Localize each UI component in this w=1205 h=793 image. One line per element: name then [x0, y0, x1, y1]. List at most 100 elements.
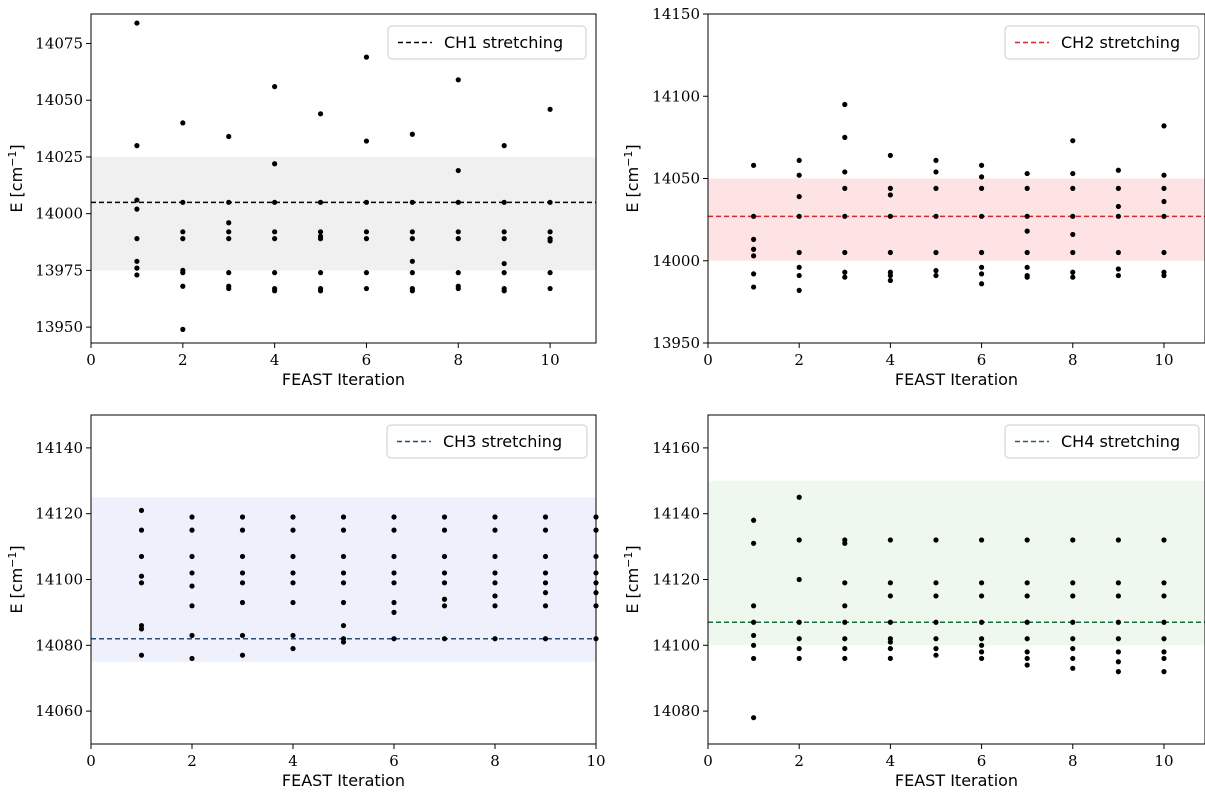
y-axis-label: E [cm−1]	[622, 144, 642, 212]
data-point	[1115, 185, 1121, 191]
x-tick-label: 6	[977, 752, 987, 770]
subplot-2: 0 2 4 6 8 10 13950 14000 14050 14100 14150 FEAST It…	[622, 5, 1205, 389]
data-point	[138, 553, 145, 560]
data-point	[189, 527, 195, 533]
data-point	[226, 199, 232, 205]
data-point	[933, 652, 939, 658]
data-point	[842, 603, 848, 609]
data-point	[1161, 249, 1167, 256]
data-point	[441, 527, 448, 533]
y-tick-label: 14050	[652, 170, 700, 188]
data-point	[796, 619, 802, 625]
legend-box	[386, 424, 588, 459]
data-point	[547, 106, 553, 112]
data-point	[189, 553, 195, 560]
data-point	[239, 570, 246, 576]
data-point	[978, 619, 985, 625]
data-point	[455, 285, 461, 292]
data-point	[180, 199, 186, 205]
data-point	[1024, 170, 1030, 177]
data-point	[272, 288, 278, 294]
data-point	[796, 193, 802, 200]
data-point	[796, 576, 802, 583]
data-point	[1115, 580, 1121, 586]
data-point	[978, 537, 985, 543]
data-point	[1070, 619, 1076, 625]
legend-box	[1004, 25, 1200, 60]
x-tick-label: 10	[1154, 351, 1173, 369]
data-point	[290, 645, 296, 652]
data-point	[750, 253, 757, 259]
data-point	[933, 619, 939, 625]
x-tick-label: 6	[977, 351, 987, 369]
data-point	[138, 626, 145, 632]
data-point	[842, 274, 848, 280]
data-point	[1161, 213, 1167, 219]
data-point	[542, 580, 549, 586]
data-point	[1161, 198, 1167, 205]
data-point	[409, 270, 415, 276]
data-point	[455, 77, 461, 83]
data-point	[1024, 537, 1030, 543]
y-tick-label: 14025	[35, 148, 83, 166]
data-point	[1115, 649, 1121, 655]
x-tick-label: 0	[703, 351, 713, 369]
data-point	[1161, 537, 1167, 543]
data-point	[542, 636, 549, 642]
subplot-4: 0 2 4 6 8 10 14080 14100 14120 14140 14160 FEAST It…	[622, 414, 1205, 790]
data-point	[501, 143, 507, 149]
data-point	[391, 580, 397, 586]
data-point	[134, 20, 140, 26]
data-point	[1161, 649, 1167, 655]
data-point	[750, 236, 757, 242]
data-point	[933, 580, 939, 586]
x-tick-label: 10	[1154, 752, 1173, 770]
data-point	[189, 655, 195, 662]
data-point	[441, 603, 448, 609]
data-point	[796, 287, 802, 293]
reference-band	[708, 178, 1205, 261]
data-point	[134, 197, 140, 203]
data-point	[842, 169, 848, 175]
data-point	[1024, 619, 1030, 625]
data-point	[1161, 619, 1167, 625]
data-point	[842, 655, 848, 662]
data-point	[750, 655, 757, 662]
data-point	[226, 236, 232, 242]
data-point	[455, 199, 461, 205]
data-point	[409, 229, 415, 235]
data-point	[363, 236, 370, 242]
x-tick-label: 2	[187, 752, 197, 770]
data-point	[750, 246, 757, 252]
data-point	[978, 636, 985, 642]
data-point	[933, 169, 939, 175]
data-point	[933, 213, 939, 219]
data-point	[1115, 593, 1121, 599]
data-point	[391, 599, 397, 606]
data-point	[363, 270, 370, 276]
data-point	[340, 570, 347, 576]
data-point	[1024, 593, 1030, 599]
data-point	[1161, 272, 1167, 279]
data-point	[1070, 231, 1076, 238]
y-tick-label: 14160	[652, 439, 700, 457]
data-point	[441, 553, 448, 560]
data-point	[272, 199, 278, 205]
data-point	[750, 715, 757, 721]
data-point	[547, 229, 553, 235]
x-tick-label: 10	[541, 351, 560, 369]
x-tick-label: 6	[389, 752, 399, 770]
data-point	[340, 553, 347, 560]
data-point	[138, 527, 145, 533]
data-point	[842, 540, 848, 546]
y-axis-label: E [cm−1]	[6, 144, 26, 212]
data-point	[1070, 665, 1076, 671]
data-point	[340, 514, 347, 520]
data-point	[750, 517, 757, 523]
y-tick-label: 14000	[652, 252, 700, 270]
data-point	[933, 272, 939, 279]
data-point	[887, 152, 893, 159]
data-point	[189, 603, 195, 609]
legend-label: CH4 stretching	[1061, 432, 1180, 451]
data-point	[547, 199, 553, 205]
